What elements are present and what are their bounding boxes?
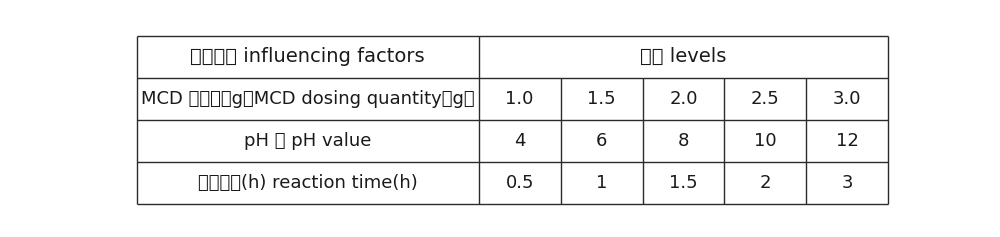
Text: 2.5: 2.5 (751, 90, 780, 108)
Text: MCD 投加量（g）MCD dosing quantity（g）: MCD 投加量（g）MCD dosing quantity（g） (141, 90, 474, 108)
Text: 1: 1 (596, 174, 607, 192)
Text: 8: 8 (678, 132, 689, 150)
Text: 6: 6 (596, 132, 607, 150)
Text: 3: 3 (842, 174, 853, 192)
Text: 10: 10 (754, 132, 777, 150)
Text: 1.5: 1.5 (669, 174, 698, 192)
Text: 4: 4 (514, 132, 525, 150)
Text: 12: 12 (836, 132, 859, 150)
Text: 水平 levels: 水平 levels (640, 47, 727, 66)
Text: 1.0: 1.0 (505, 90, 534, 108)
Text: 2.0: 2.0 (669, 90, 698, 108)
Text: 影响因素 influencing factors: 影响因素 influencing factors (190, 47, 425, 66)
Text: 1.5: 1.5 (587, 90, 616, 108)
Text: 3.0: 3.0 (833, 90, 862, 108)
Text: 反应时间(h) reaction time(h): 反应时间(h) reaction time(h) (198, 174, 418, 192)
Text: 2: 2 (760, 174, 771, 192)
Text: pH 値 pH value: pH 値 pH value (244, 132, 371, 150)
Text: 0.5: 0.5 (505, 174, 534, 192)
